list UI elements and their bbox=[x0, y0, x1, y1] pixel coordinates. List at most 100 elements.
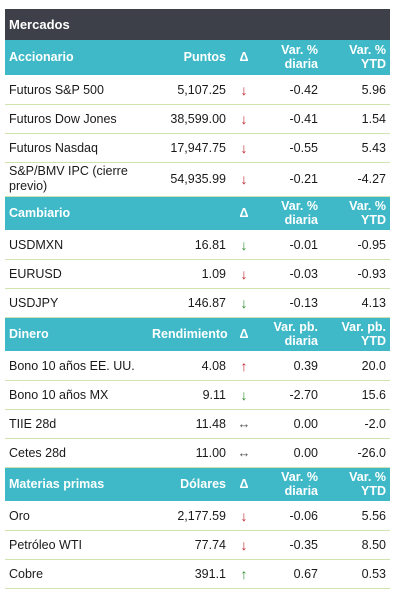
instrument-value: 16.81 bbox=[148, 230, 230, 260]
table-row: Oro 2,177.59 ↓ -0.06 5.56 bbox=[5, 501, 390, 531]
change-arrow-icon: ↓ bbox=[240, 236, 248, 253]
instrument-name: Futuros Dow Jones bbox=[5, 104, 148, 134]
instrument-name: Bono 10 años EE. UU. bbox=[5, 351, 148, 381]
header-cell: Var. % diaria bbox=[258, 40, 322, 76]
header-cell: Δ bbox=[230, 467, 258, 502]
instrument-name: S&P/BMV IPC (cierre previo) bbox=[5, 162, 148, 197]
ytd-change: 15.6 bbox=[322, 380, 390, 410]
instrument-value: 77.74 bbox=[148, 530, 230, 560]
header-cell: Accionario bbox=[5, 40, 148, 76]
change-arrow-icon: ↔ bbox=[237, 416, 251, 431]
section-header-cambiario: Cambiario Δ Var. % diaria Var. % YTD bbox=[5, 196, 390, 231]
header-cell: Dólares bbox=[148, 467, 230, 502]
ytd-change: 0.53 bbox=[322, 559, 390, 589]
section-header-dinero: Dinero Rendimiento Δ Var. pb. diaria Var… bbox=[5, 317, 390, 352]
ytd-change: 20.0 bbox=[322, 351, 390, 381]
daily-change: -0.21 bbox=[258, 162, 322, 197]
change-arrow-icon: ↓ bbox=[240, 171, 248, 187]
header-cell: Cambiario bbox=[5, 196, 148, 231]
table-row: S&P/BMV IPC (cierre previo) 54,935.99 ↓ … bbox=[5, 162, 390, 197]
instrument-value: 11.00 bbox=[148, 438, 230, 468]
table-row: Futuros Dow Jones 38,599.00 ↓ -0.41 1.54 bbox=[5, 104, 390, 134]
ytd-change: 5.96 bbox=[322, 75, 390, 105]
header-cell: Var. pb. diaria bbox=[258, 317, 322, 352]
ytd-change: -26.0 bbox=[322, 438, 390, 468]
ytd-change: 1.54 bbox=[322, 104, 390, 134]
instrument-name: TIIE 28d bbox=[5, 409, 148, 439]
instrument-value: 5,107.25 bbox=[148, 75, 230, 105]
instrument-name: Futuros S&P 500 bbox=[5, 75, 148, 105]
table-row: Bono 10 años MX 9.11 ↓ -2.70 15.6 bbox=[5, 380, 390, 410]
table-row: EURUSD 1.09 ↓ -0.03 -0.93 bbox=[5, 259, 390, 289]
markets-panel: Mercados Accionario Puntos Δ Var. % diar… bbox=[5, 9, 390, 589]
header-cell: Dinero bbox=[5, 317, 148, 352]
instrument-value: 1.09 bbox=[148, 259, 230, 289]
daily-change: -0.41 bbox=[258, 104, 322, 134]
daily-change: -0.35 bbox=[258, 530, 322, 560]
daily-change: 0.39 bbox=[258, 351, 322, 381]
header-cell: Δ bbox=[230, 40, 258, 76]
table-row: Petróleo WTI 77.74 ↓ -0.35 8.50 bbox=[5, 530, 390, 560]
daily-change: -0.42 bbox=[258, 75, 322, 105]
header-cell: Var. % YTD bbox=[322, 40, 390, 76]
instrument-value: 2,177.59 bbox=[148, 501, 230, 531]
markets-table: Accionario Puntos Δ Var. % diaria Var. %… bbox=[5, 40, 390, 589]
instrument-value: 11.48 bbox=[148, 409, 230, 439]
table-row: Cetes 28d 11.00 ↔ 0.00 -26.0 bbox=[5, 438, 390, 468]
change-arrow-icon: ↓ bbox=[240, 110, 248, 127]
ytd-change: -4.27 bbox=[322, 162, 390, 197]
ytd-change: 8.50 bbox=[322, 530, 390, 560]
daily-change: -0.55 bbox=[258, 133, 322, 163]
instrument-value: 54,935.99 bbox=[148, 162, 230, 197]
ytd-change: 5.56 bbox=[322, 501, 390, 531]
header-cell: Materias primas bbox=[5, 467, 148, 502]
ytd-change: 4.13 bbox=[322, 288, 390, 318]
change-arrow-icon: ↓ bbox=[240, 265, 248, 282]
daily-change: -2.70 bbox=[258, 380, 322, 410]
change-arrow-icon: ↑ bbox=[240, 565, 248, 582]
daily-change: -0.13 bbox=[258, 288, 322, 318]
change-arrow-icon: ↓ bbox=[240, 536, 248, 553]
table-row: TIIE 28d 11.48 ↔ 0.00 -2.0 bbox=[5, 409, 390, 439]
instrument-name: USDMXN bbox=[5, 230, 148, 260]
daily-change: -0.01 bbox=[258, 230, 322, 260]
change-arrow-icon: ↓ bbox=[240, 139, 248, 156]
ytd-change: -0.95 bbox=[322, 230, 390, 260]
header-cell: Δ bbox=[230, 317, 258, 352]
instrument-value: 391.1 bbox=[148, 559, 230, 589]
change-arrow-icon: ↔ bbox=[237, 445, 251, 460]
change-arrow-icon: ↑ bbox=[240, 357, 248, 374]
table-row: Bono 10 años EE. UU. 4.08 ↑ 0.39 20.0 bbox=[5, 351, 390, 381]
change-arrow-icon: ↓ bbox=[240, 81, 248, 98]
header-cell: Var. % diaria bbox=[258, 196, 322, 231]
instrument-name: Cobre bbox=[5, 559, 148, 589]
header-cell: Var. % YTD bbox=[322, 467, 390, 502]
section-header-accionario: Accionario Puntos Δ Var. % diaria Var. %… bbox=[5, 40, 390, 76]
instrument-value: 38,599.00 bbox=[148, 104, 230, 134]
header-cell: Var. % YTD bbox=[322, 196, 390, 231]
instrument-name: USDJPY bbox=[5, 288, 148, 318]
table-row: Futuros S&P 500 5,107.25 ↓ -0.42 5.96 bbox=[5, 75, 390, 105]
instrument-name: EURUSD bbox=[5, 259, 148, 289]
instrument-value: 146.87 bbox=[148, 288, 230, 318]
panel-title: Mercados bbox=[5, 9, 390, 40]
section-header-materias-primas: Materias primas Dólares Δ Var. % diaria … bbox=[5, 467, 390, 502]
instrument-value: 9.11 bbox=[148, 380, 230, 410]
header-cell: Δ bbox=[230, 196, 258, 231]
daily-change: -0.06 bbox=[258, 501, 322, 531]
instrument-name: Petróleo WTI bbox=[5, 530, 148, 560]
table-row: USDMXN 16.81 ↓ -0.01 -0.95 bbox=[5, 230, 390, 260]
daily-change: -0.03 bbox=[258, 259, 322, 289]
ytd-change: -2.0 bbox=[322, 409, 390, 439]
instrument-name: Futuros Nasdaq bbox=[5, 133, 148, 163]
ytd-change: -0.93 bbox=[322, 259, 390, 289]
table-row: Cobre 391.1 ↑ 0.67 0.53 bbox=[5, 559, 390, 589]
instrument-value: 17,947.75 bbox=[148, 133, 230, 163]
header-cell: Var. % diaria bbox=[258, 467, 322, 502]
daily-change: 0.67 bbox=[258, 559, 322, 589]
header-cell: Rendimiento bbox=[148, 317, 230, 352]
header-cell: Puntos bbox=[148, 40, 230, 76]
daily-change: 0.00 bbox=[258, 438, 322, 468]
instrument-name: Oro bbox=[5, 501, 148, 531]
daily-change: 0.00 bbox=[258, 409, 322, 439]
